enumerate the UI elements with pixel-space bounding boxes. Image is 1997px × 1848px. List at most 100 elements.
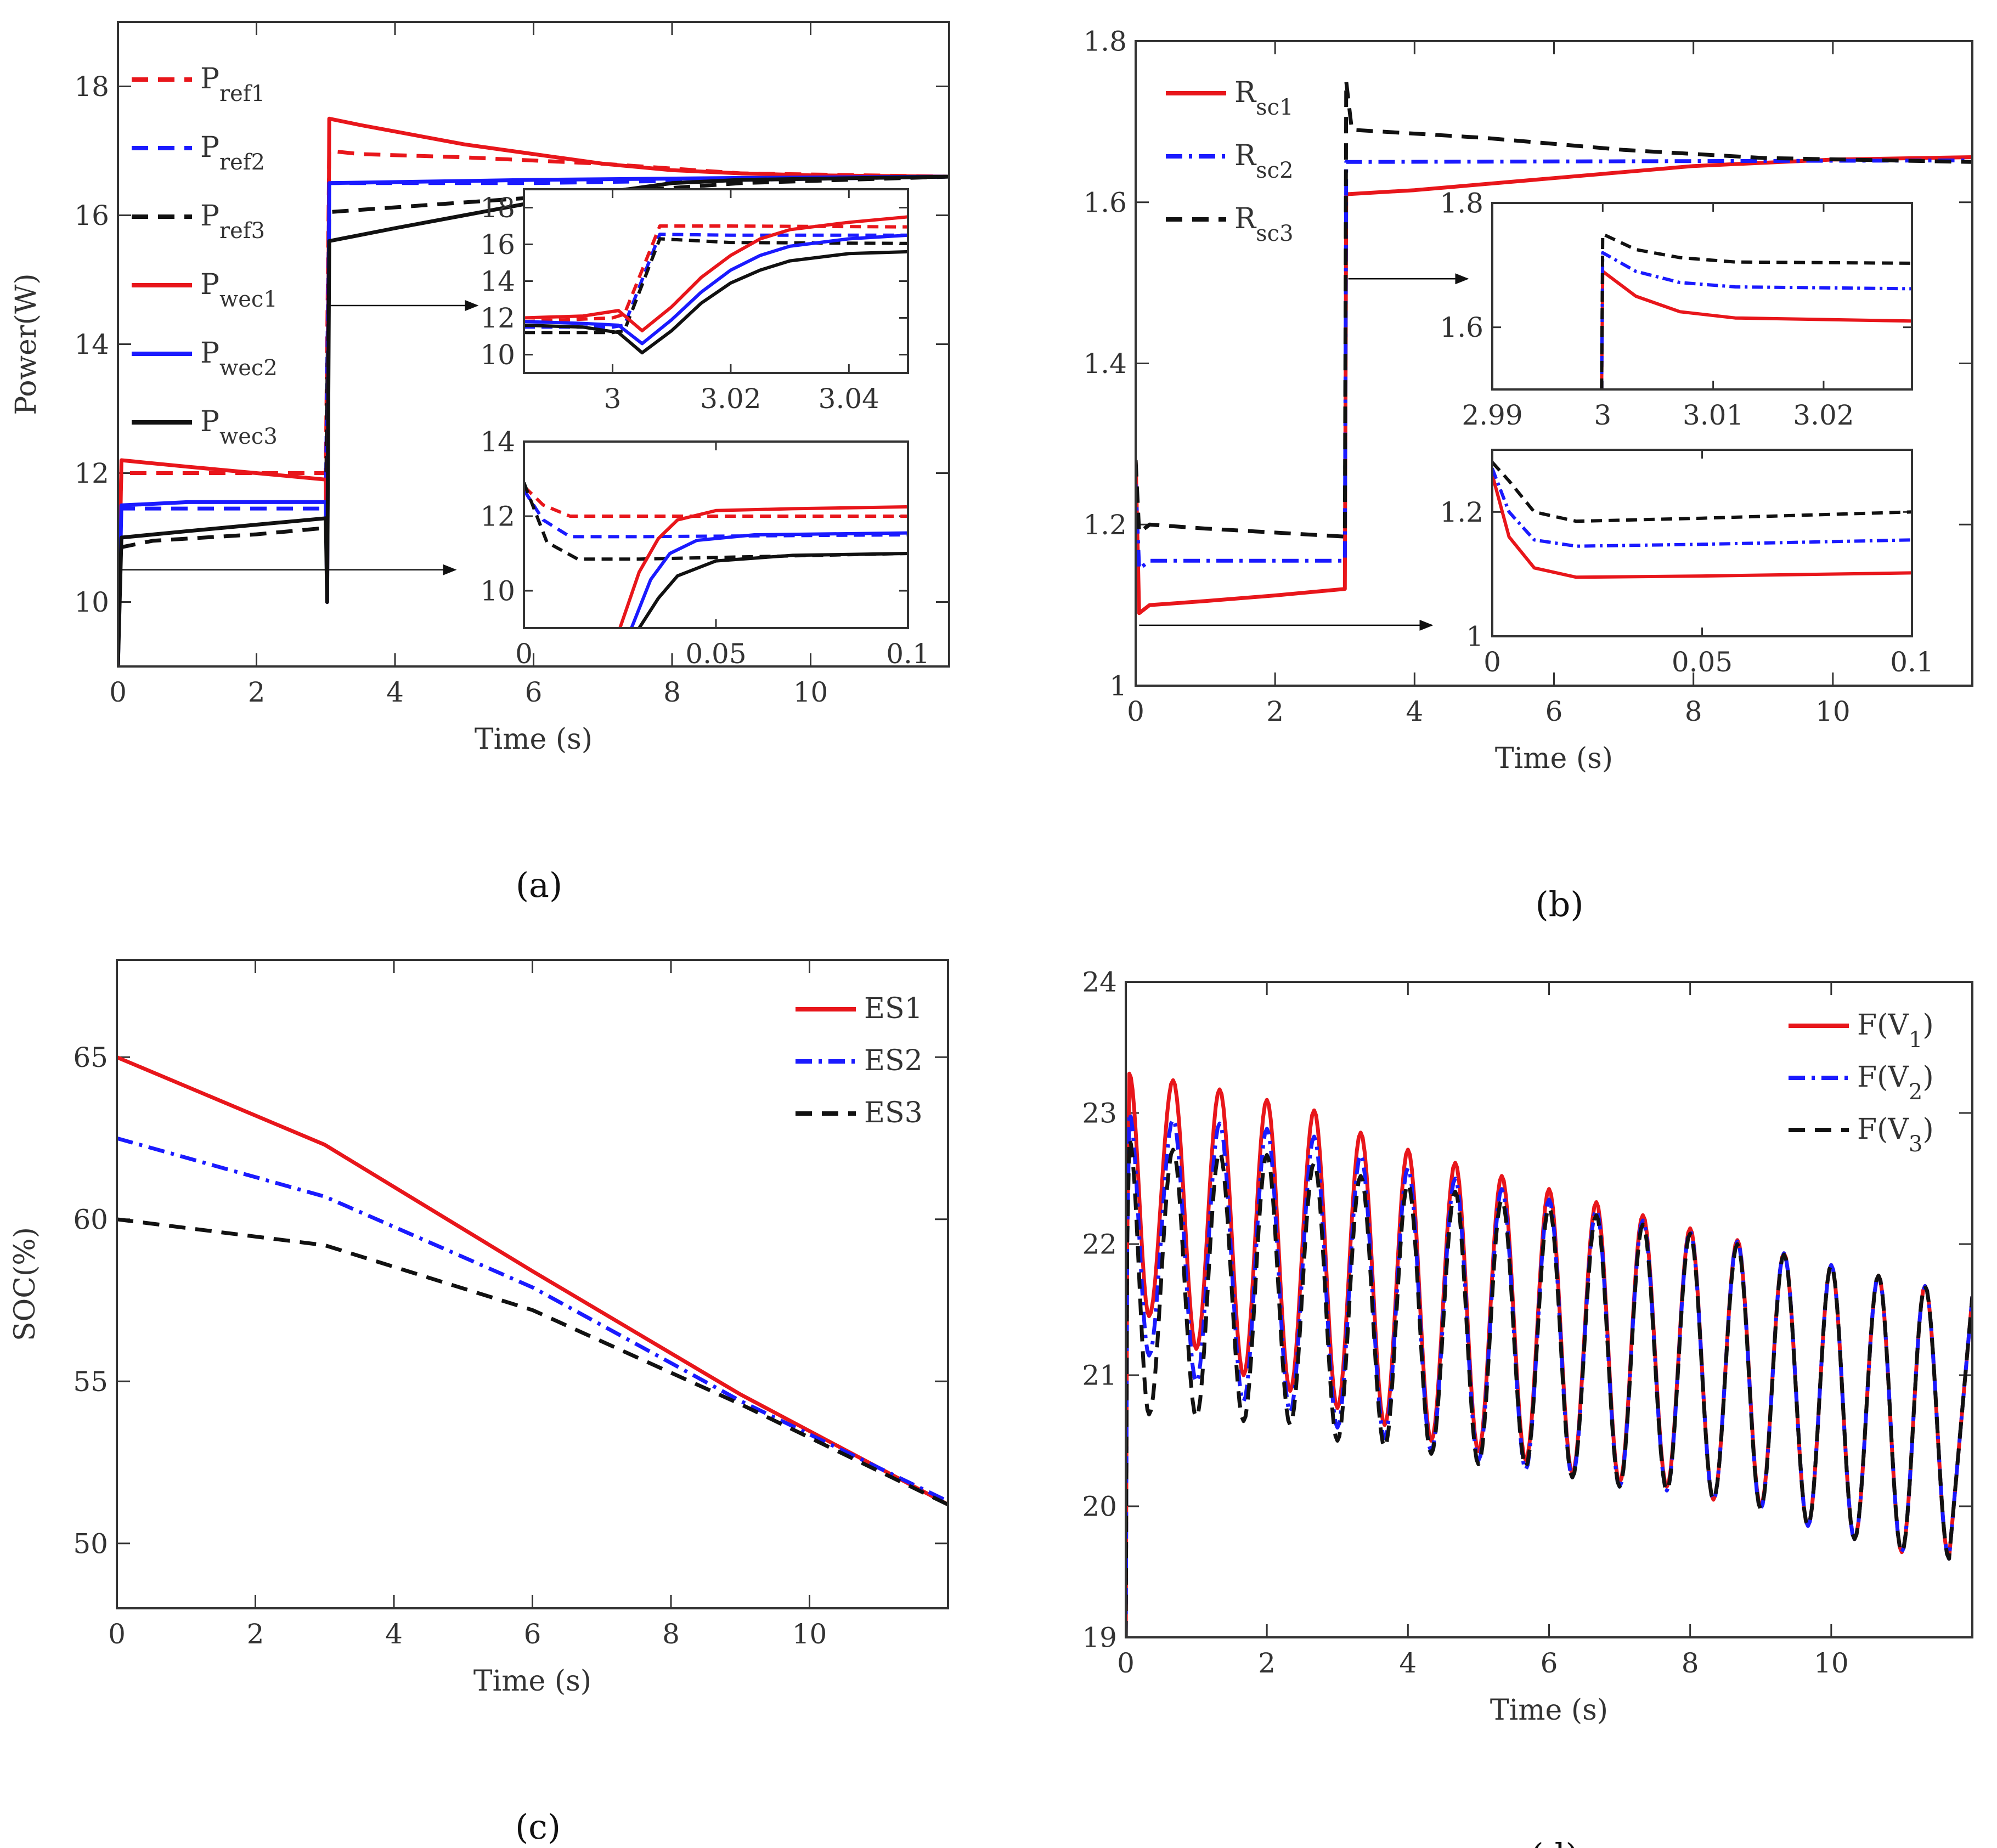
series-line — [524, 233, 908, 346]
plot-frame — [116, 959, 949, 1609]
x-tick-label: 10 — [792, 1618, 827, 1650]
y-tick-label: 1.6 — [1083, 187, 1127, 218]
series-line — [1492, 474, 1912, 579]
plot-background — [1126, 982, 1972, 1637]
series-line — [1136, 158, 1972, 571]
y-tick-label: 18 — [74, 71, 109, 103]
x-tick-label: 8 — [1682, 1647, 1699, 1679]
legend-sub: ref1 — [219, 81, 265, 106]
series-line — [1136, 79, 1972, 539]
legend-label: Pref2 — [200, 131, 265, 175]
y-tick-label: 10 — [480, 339, 515, 371]
x-tick-label: 0.1 — [886, 638, 930, 670]
x-tick-label: 10 — [1814, 1647, 1849, 1679]
panel-caption: (d) — [1530, 1836, 1578, 1848]
y-tick-label: 14 — [480, 426, 515, 458]
x-tick-label: 0.05 — [1672, 646, 1733, 678]
x-tick-label: 3.02 — [700, 383, 761, 415]
panel-caption: (b) — [1535, 884, 1583, 924]
x-tick-label: 4 — [1399, 1647, 1417, 1679]
x-tick-label: 3 — [1594, 399, 1611, 431]
y-tick-label: 16 — [480, 229, 515, 261]
x-tick-label: 6 — [1541, 1647, 1558, 1679]
x-tick-label: 0 — [1483, 646, 1501, 678]
legend-sub: ref2 — [219, 150, 265, 175]
x-tick-label: 3.04 — [819, 383, 879, 415]
legend-base: R — [1234, 202, 1257, 235]
series-line — [638, 552, 908, 628]
legend-label: ES1 — [864, 992, 923, 1025]
y-tick-label: 60 — [73, 1203, 108, 1235]
legend-base: R — [1234, 139, 1257, 172]
legend-sub: 1 — [1909, 1027, 1922, 1053]
y-tick-label: 65 — [73, 1042, 108, 1073]
legend-sub: wec2 — [219, 355, 278, 381]
legend-base: ) — [1922, 1009, 1933, 1042]
y-tick-label: 18 — [480, 192, 515, 224]
inset-frame — [523, 440, 909, 629]
series-line — [117, 1217, 948, 1507]
legend-label: Pwec3 — [200, 405, 278, 449]
x-axis-label: Time (s) — [1495, 742, 1613, 775]
legend-sub: wec3 — [219, 424, 278, 449]
x-tick-label: 8 — [663, 676, 681, 708]
x-tick-label: 0 — [515, 638, 533, 670]
x-tick-label: 6 — [524, 1618, 541, 1650]
plot-background — [117, 960, 948, 1608]
legend-base: F(V — [1857, 1113, 1909, 1146]
inset-frame — [1491, 449, 1913, 637]
y-tick-label: 14 — [74, 329, 109, 360]
series-line — [1492, 467, 1912, 548]
series-line — [117, 1136, 948, 1504]
inset-frame — [523, 188, 909, 374]
legend-base: P — [200, 200, 219, 233]
series-line — [524, 250, 908, 355]
x-tick-label: 6 — [525, 676, 543, 708]
legend-label: Pwec2 — [200, 337, 278, 381]
x-tick-label: 4 — [1406, 696, 1423, 727]
y-tick-label: 1.2 — [1440, 496, 1483, 528]
y-tick-label: 1 — [1466, 621, 1483, 653]
y-tick-label: 12 — [480, 501, 515, 533]
series-line — [630, 531, 908, 628]
y-tick-label: 1.8 — [1083, 26, 1127, 58]
legend-sub: sc2 — [1256, 158, 1293, 183]
legend-sub: 2 — [1909, 1080, 1922, 1105]
x-tick-label: 3.02 — [1793, 399, 1854, 431]
legend-base: P — [200, 131, 219, 164]
legend-sub: ref3 — [219, 218, 265, 244]
series-line — [524, 482, 908, 561]
series-line — [118, 174, 949, 666]
x-tick-label: 10 — [793, 676, 828, 708]
panel-a: 0 2 4 6 8 10 10 12 14 16 18 Time (s) Power(W) (a) Pref… — [10, 21, 950, 905]
y-tick-label: 1.2 — [1083, 509, 1127, 541]
x-tick-label: 0.05 — [685, 638, 746, 670]
panel-caption: (a) — [516, 865, 562, 905]
legend-base: F(V — [1857, 1061, 1909, 1094]
x-tick-label: 0.1 — [1890, 646, 1934, 678]
legend-base: R — [1234, 76, 1257, 109]
legend-base: P — [200, 337, 219, 370]
x-axis-label: Time (s) — [473, 1665, 591, 1698]
y-tick-label: 19 — [1082, 1622, 1117, 1654]
x-tick-label: 2 — [1258, 1647, 1276, 1679]
legend-base: P — [200, 63, 219, 95]
panel-caption: (c) — [515, 1807, 561, 1847]
series-line — [524, 237, 908, 335]
legend-base: P — [200, 268, 219, 301]
legend-sub: wec1 — [219, 287, 278, 312]
y-tick-label: 10 — [480, 575, 515, 607]
legend-label: Pref3 — [200, 200, 265, 244]
legend-base: ) — [1922, 1061, 1933, 1094]
x-tick-label: 8 — [1685, 696, 1702, 727]
y-tick-label: 24 — [1082, 967, 1117, 998]
y-tick-label: 22 — [1082, 1229, 1117, 1261]
x-tick-label: 0 — [108, 1618, 126, 1650]
plot-background — [1492, 203, 1912, 389]
y-tick-label: 20 — [1082, 1491, 1117, 1523]
legend-label: Rsc1 — [1234, 76, 1294, 120]
y-tick-label: 1.8 — [1440, 188, 1483, 219]
legend-label: ES3 — [864, 1097, 923, 1129]
series-line — [117, 1055, 948, 1506]
y-tick-label: 50 — [73, 1528, 108, 1559]
